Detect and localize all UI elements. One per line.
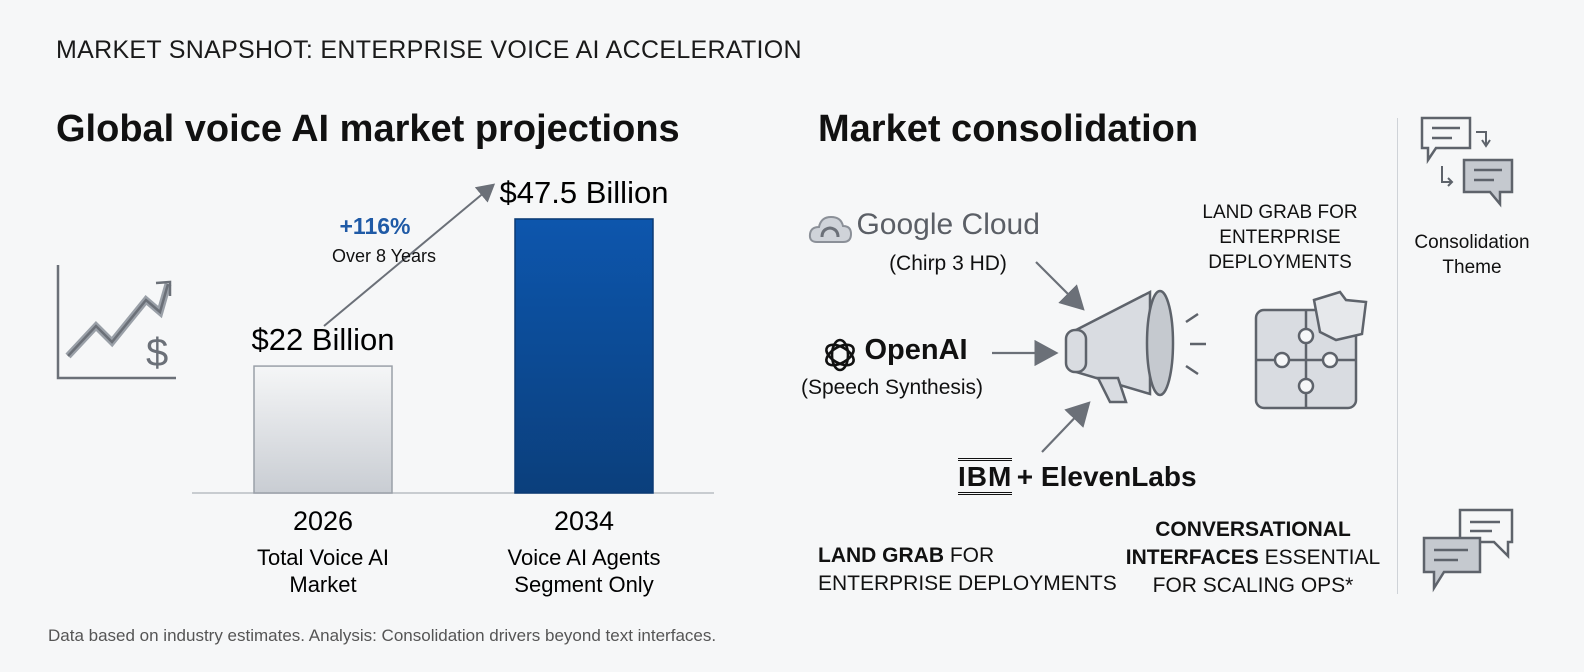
growth-chart-icon: $ [56,265,176,380]
growth-arrow [323,183,496,327]
bar-value-label: $22 Billion [251,322,394,357]
theme-line-1: Consolidation [1414,232,1530,253]
bottom-left-takeaway: LAND GRAB FOR ENTERPRISE DEPLOYMENTS [818,542,1117,598]
scaling-ops-line: FOR SCALING OPS* [1152,574,1354,597]
vendor-openai: OpenAI [820,334,968,375]
growth-sublabel: Over 8 Years [332,246,436,266]
vertical-divider [1397,118,1398,594]
openai-sub: (Speech Synthesis) [800,376,984,399]
ibm-logo: IBM [958,458,1013,495]
interfaces-bold: INTERFACES [1125,546,1259,569]
google-sub: (Chirp 3 HD) [889,252,1007,275]
vendor-ibm: IBM + ElevenLabs [958,458,1197,495]
category-description: Total Voice AI [257,545,389,570]
x-tick-label: 2034 [554,506,614,536]
bottom-right-takeaway: CONVERSATIONAL INTERFACES ESSENTIAL FOR … [1118,516,1388,600]
bar-2026 [253,365,393,494]
land-grab-bold: LAND GRAB [818,544,944,567]
arrow-google [1035,261,1085,311]
land-grab-line-3: DEPLOYMENTS [1208,252,1352,273]
chat-bubbles-icon [1422,508,1514,593]
bar-2034 [514,218,654,494]
openai-logo-icon [825,338,855,372]
land-grab-line-2: ENTERPRISE [1219,227,1341,248]
elevenlabs-name: + ElevenLabs [1016,461,1197,492]
essential-text: ESSENTIAL [1258,546,1381,569]
svg-text:$: $ [146,331,168,375]
category-description: Voice AI Agents [508,545,661,570]
land-grab-line-1: LAND GRAB FOR [1202,202,1358,223]
land-grab-caption: LAND GRAB FOR ENTERPRISE DEPLOYMENTS [1180,200,1380,275]
theme-line-2: Theme [1442,257,1502,278]
left-section-title: Global voice AI market projections [56,108,680,150]
megaphone-icon [1064,289,1206,404]
conversational-bold: CONVERSATIONAL [1155,518,1351,541]
growth-label: +116% [340,213,411,239]
openai-name: OpenAI [864,334,968,366]
category-description: Market [289,572,356,597]
google-cloud-name: Google Cloud [856,208,1040,241]
category-description: Segment Only [514,572,653,597]
x-tick-label: 2026 [293,506,353,536]
footer-note: Data based on industry estimates. Analys… [48,626,717,645]
bar-value-label: $47.5 Billion [500,175,669,210]
eyebrow-title: MARKET SNAPSHOT: ENTERPRISE VOICE AI ACC… [56,36,802,64]
right-section-title: Market consolidation [818,108,1199,150]
cloud-icon [808,215,853,243]
vendor-google: Google Cloud [808,208,1040,248]
arrow-ibm [1041,401,1091,453]
land-grab-rest: FOR [944,544,995,567]
puzzle-icon [1254,290,1368,410]
enterprise-deployments-line: ENTERPRISE DEPLOYMENTS [818,572,1117,595]
consolidation-theme-label: Consolidation Theme [1400,230,1544,280]
chat-exchange-icon [1420,116,1514,208]
